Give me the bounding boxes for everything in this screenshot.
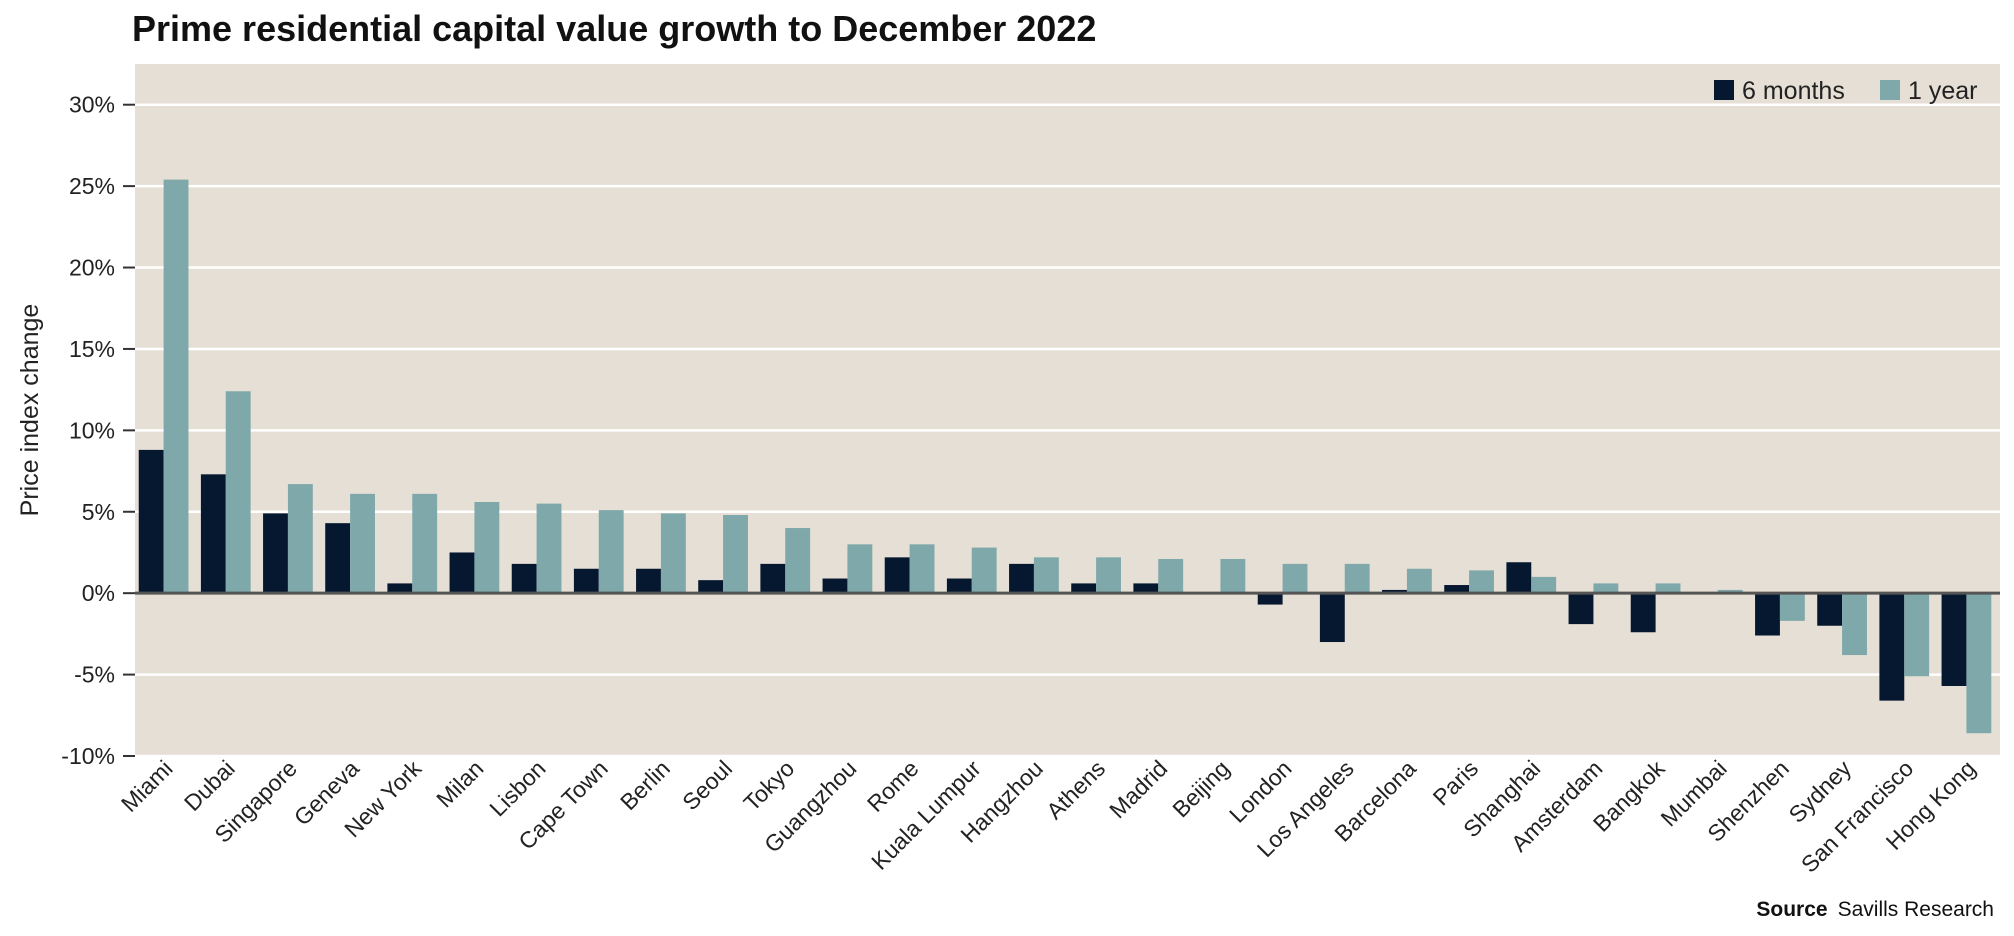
x-tick-label: Miami (116, 755, 178, 817)
bar-6-months (573, 568, 599, 594)
bar-6-months (1319, 593, 1345, 643)
bar-1-year (660, 513, 686, 594)
legend-label: 6 months (1742, 77, 1845, 105)
bar-1-year (723, 515, 748, 594)
bar-1-year (1779, 593, 1805, 621)
bar-6-months (263, 513, 288, 594)
y-tick-label: -10% (61, 743, 115, 769)
gridlines (135, 103, 2000, 758)
bar-6-months (1879, 593, 1905, 701)
chart-title: Prime residential capital value growth t… (132, 8, 1097, 49)
bar-1-year (1406, 568, 1432, 594)
bar-1-year (1531, 576, 1557, 594)
bar-1-year (1469, 570, 1494, 594)
x-tick-label: Berlin (615, 755, 675, 815)
bar-6-months (1941, 593, 1967, 686)
legend: 6 months 1 year (1714, 77, 1977, 105)
bar-1-year (287, 484, 313, 594)
x-tick-label: Paris (1428, 755, 1483, 810)
x-tick-label: Beijing (1167, 755, 1234, 822)
bar-6-months (1257, 593, 1283, 605)
x-tick-label: Milan (431, 755, 488, 812)
y-tick-label: 10% (69, 417, 115, 443)
y-tick-label: 25% (69, 173, 115, 199)
bar-1-year (1717, 589, 1743, 594)
bar-6-months (1444, 585, 1470, 594)
bar-1-year (971, 547, 997, 594)
bar-6-months (760, 563, 786, 594)
bar-6-months (138, 449, 164, 594)
source-note: Source Savills Research (1756, 898, 1994, 922)
y-tick-label: 5% (82, 499, 115, 525)
bar-6-months (1071, 583, 1097, 594)
bar-6-months (387, 583, 413, 594)
x-tick-label: Madrid (1104, 755, 1172, 823)
bar-6-months (946, 578, 972, 594)
bars (138, 179, 1992, 734)
bar-6-months (200, 474, 226, 594)
bar-6-months (1817, 593, 1843, 626)
legend-label: 1 year (1908, 77, 1977, 105)
plot-background (135, 64, 2000, 756)
y-tick-label: 15% (69, 336, 115, 362)
bar-6-months (822, 578, 848, 594)
bar-1-year (909, 544, 935, 594)
bar-1-year (847, 544, 873, 594)
bar-6-months (1755, 593, 1780, 636)
y-axis: -10% -5% 0% 5% 10% 15% 20% 25% 30% (61, 92, 135, 769)
bar-6-months (1009, 563, 1034, 594)
bar-6-months (1382, 589, 1407, 594)
bar-1-year (1344, 563, 1370, 594)
bar-1-year (598, 510, 624, 594)
y-axis-title: Price index change (16, 304, 44, 517)
bar-1-year (474, 501, 500, 594)
bar-1-year (1158, 558, 1184, 594)
bar-1-year (1904, 593, 1930, 677)
y-tick-label: -5% (74, 662, 115, 688)
x-tick-label: Athens (1041, 755, 1110, 824)
source-text: Savills Research (1837, 898, 1994, 921)
bar-6-months (636, 568, 661, 594)
bar-1-year (350, 493, 375, 594)
bar-1-year (163, 179, 189, 594)
bar-6-months (884, 557, 910, 594)
bar-6-months (698, 580, 724, 594)
bar-6-months (325, 523, 351, 594)
bar-1-year (1593, 583, 1619, 594)
bar-1-year (785, 528, 811, 594)
bar-6-months (511, 563, 537, 594)
legend-swatch (1714, 80, 1734, 100)
y-tick-label: 0% (82, 580, 115, 606)
bar-1-year (536, 503, 562, 594)
x-tick-label: Seoul (677, 755, 737, 815)
bar-6-months (449, 552, 475, 594)
y-tick-label: 30% (69, 92, 115, 118)
y-tick-label: 20% (69, 255, 115, 281)
bar-6-months (1630, 593, 1656, 633)
bar-1-year (1220, 558, 1246, 594)
bar-1-year (412, 493, 438, 594)
bar-6-months (1568, 593, 1594, 625)
x-tick-label: Kuala Lumpur (866, 755, 986, 875)
bar-1-year (225, 391, 251, 594)
bar-1-year (1842, 593, 1867, 656)
source-label: Source (1756, 898, 1828, 921)
bar-1-year (1966, 593, 1992, 734)
bar-1-year (1033, 557, 1059, 594)
bar-1-year (1282, 563, 1308, 594)
bar-1-year (1655, 583, 1681, 594)
legend-swatch (1880, 80, 1900, 100)
bar-6-months (1506, 562, 1532, 594)
bar-6-months (1133, 583, 1159, 594)
bar-1-year (1096, 557, 1121, 594)
